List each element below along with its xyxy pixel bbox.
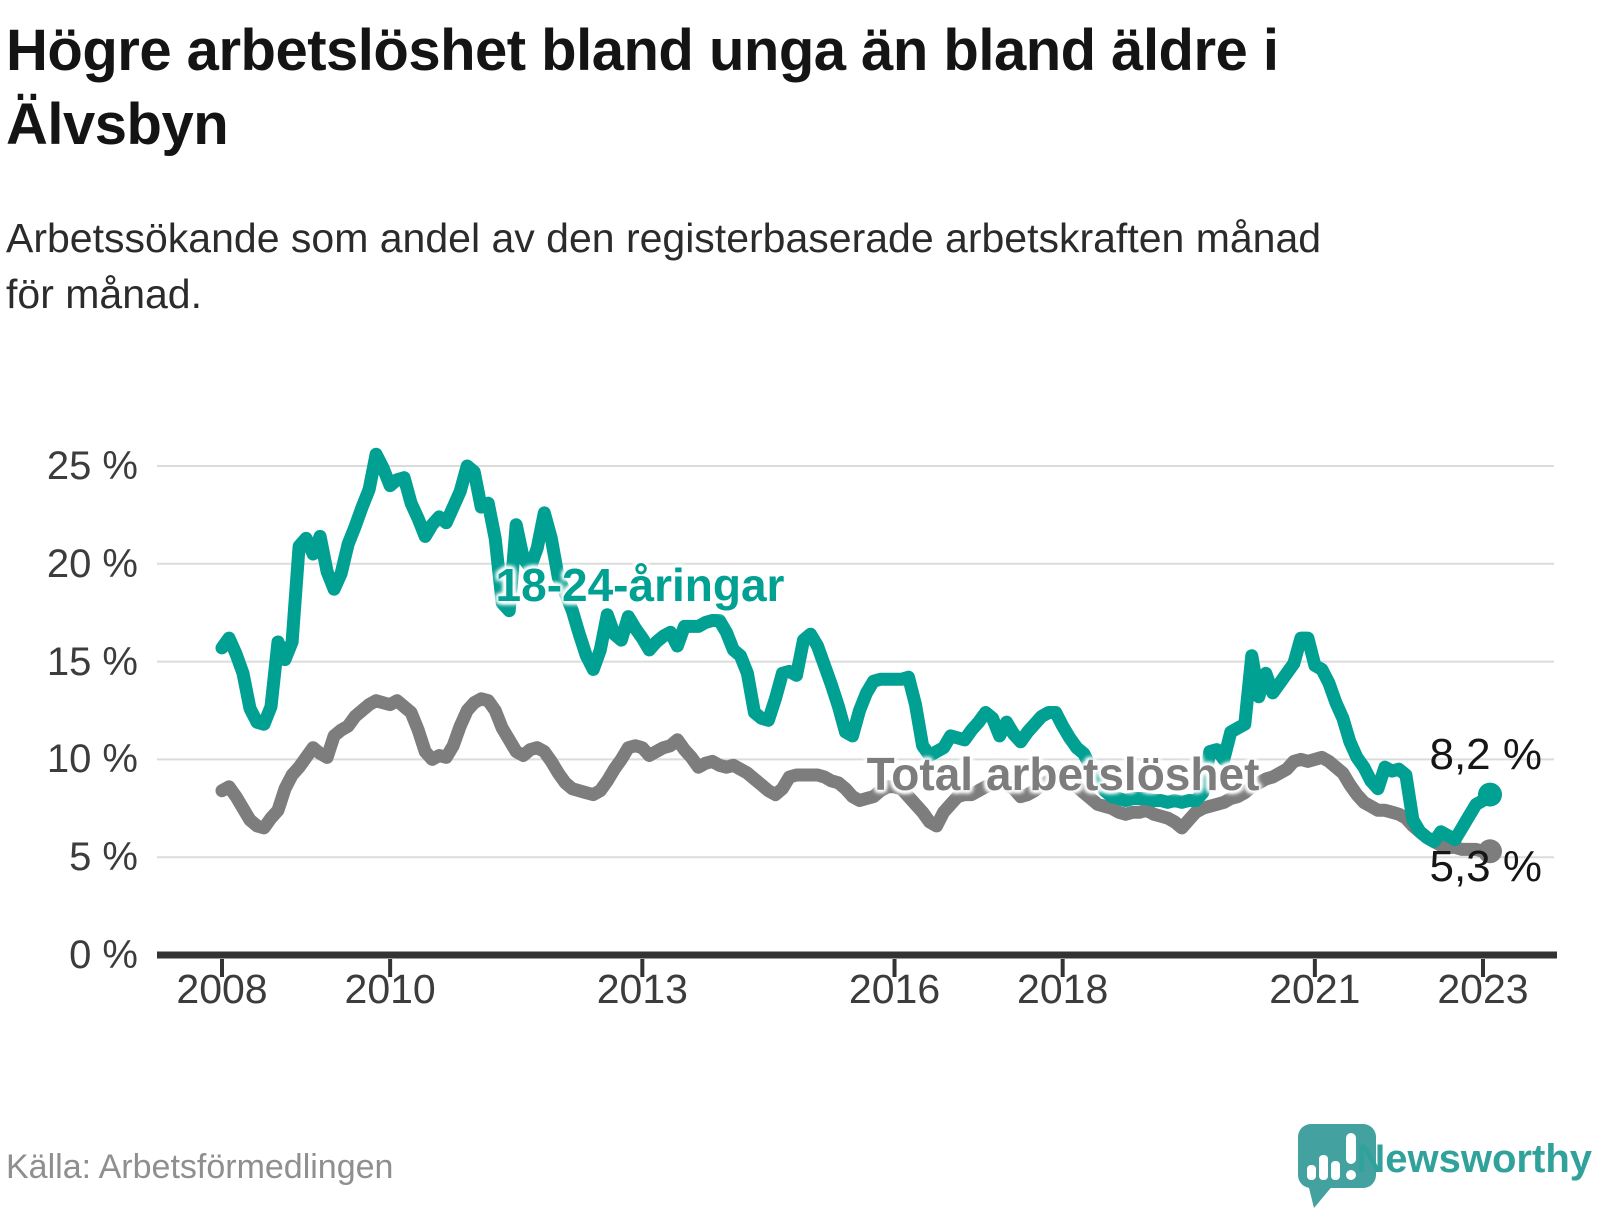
page-title: Högre arbetslöshet bland unga än bland ä…: [6, 14, 1586, 162]
x-axis-label: 2013: [596, 966, 688, 1012]
source-note: Källa: Arbetsförmedlingen: [6, 1148, 394, 1186]
x-axis-label: 2016: [848, 966, 941, 1012]
x-axis-label: 2008: [176, 966, 268, 1012]
y-axis-label: 20 %: [46, 541, 138, 586]
subtitle-line-1: Arbetssökande som andel av den registerb…: [6, 215, 1322, 261]
x-axis-label: 2018: [1017, 966, 1109, 1012]
x-axis-label: 2010: [344, 966, 436, 1012]
series-end-dot: [1478, 782, 1502, 807]
y-axis-label: 0 %: [69, 933, 138, 977]
end-value-youth: 8,2 %: [1429, 730, 1542, 779]
series-label-youth: 18-24-åringar: [495, 559, 785, 611]
subtitle-line-2: för månad.: [6, 271, 202, 317]
series-label-total: Total arbetslöshet: [866, 748, 1260, 800]
title-line-1: Högre arbetslöshet bland unga än bland ä…: [6, 18, 1279, 83]
y-axis-label: 25 %: [46, 444, 138, 488]
y-axis-label: 10 %: [46, 737, 138, 782]
x-axis-label: 2023: [1437, 966, 1529, 1012]
brand-name: Newsworthy: [1356, 1137, 1592, 1181]
chart-subtitle: Arbetssökande som andel av den registerb…: [6, 210, 1586, 322]
y-axis-label: 15 %: [46, 639, 138, 684]
series-line: [215, 447, 1497, 849]
series-line: [215, 692, 1497, 858]
y-axis-label: 5 %: [69, 835, 138, 880]
title-line-2: Älvsbyn: [6, 92, 229, 157]
end-value-total: 5,3 %: [1429, 842, 1542, 891]
series-end-dot: [1478, 839, 1502, 864]
x-axis-label: 2021: [1269, 966, 1361, 1012]
